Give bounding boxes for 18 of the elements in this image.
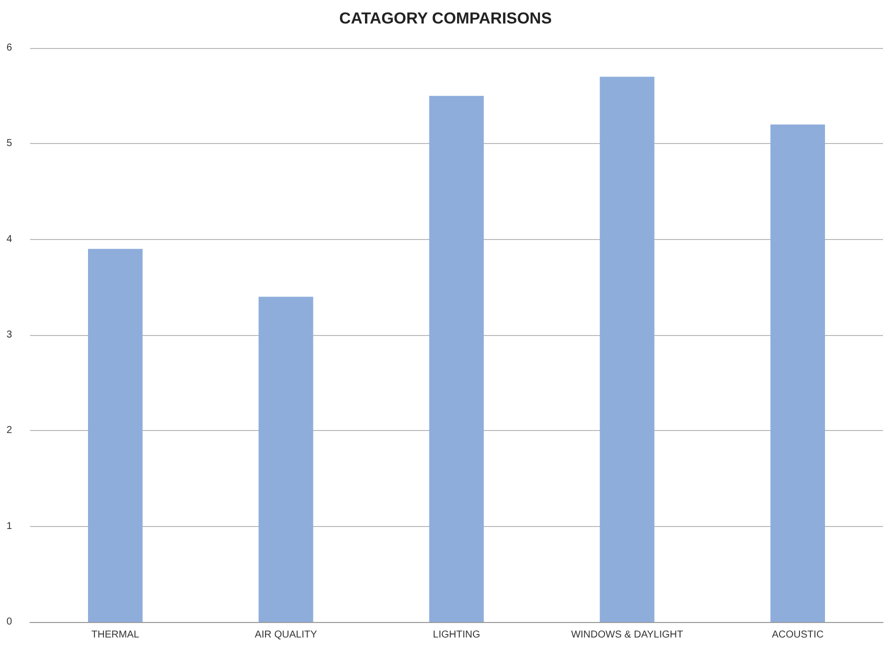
x-tick-label: ACOUSTIC	[772, 630, 824, 640]
y-tick-label: 4	[6, 234, 12, 245]
y-tick-label: 6	[6, 42, 12, 54]
y-tick-label: 0	[6, 616, 12, 628]
bar	[770, 124, 825, 622]
y-tick-label: 5	[6, 138, 12, 150]
y-tick-label: 2	[6, 425, 12, 436]
x-tick-label: THERMAL	[91, 630, 140, 640]
bar	[88, 248, 143, 622]
bar	[600, 76, 654, 622]
x-tick-label: AIR QUALITY	[254, 630, 318, 640]
chart-title: CATAGORY COMPARISONS	[339, 10, 552, 28]
bar	[258, 296, 314, 622]
bar	[429, 96, 484, 622]
x-tick-label: LIGHTING	[432, 630, 480, 640]
x-tick-label: WINDOWS & DAYLIGHT	[571, 630, 684, 640]
y-tick-label: 3	[6, 330, 12, 340]
y-tick-label: 1	[6, 520, 12, 532]
